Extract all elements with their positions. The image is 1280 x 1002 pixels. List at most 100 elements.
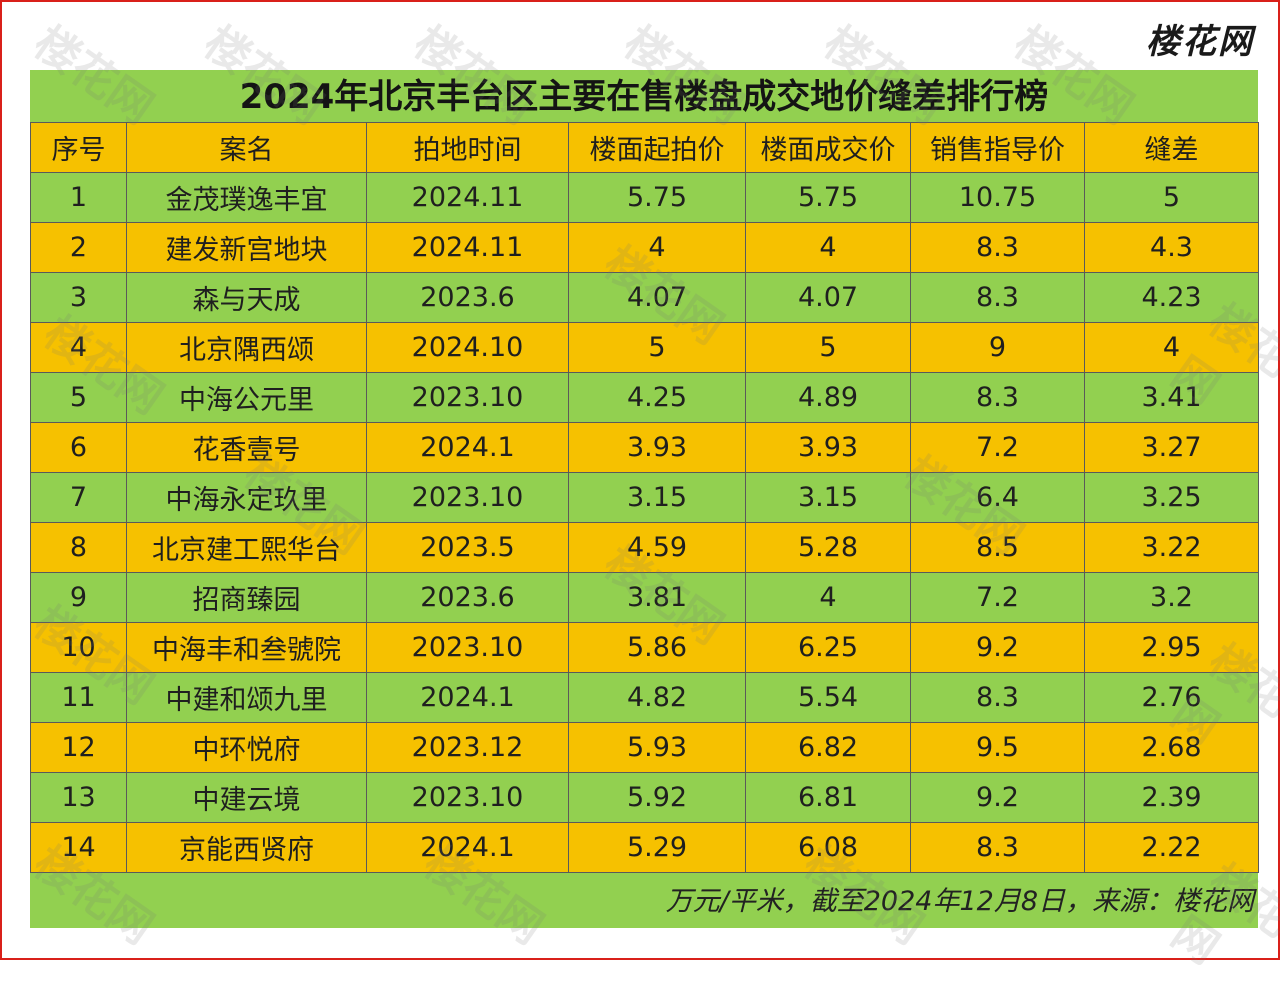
table-cell: 北京建工熙华台 (126, 522, 367, 573)
table-cell: 花香壹号 (126, 422, 367, 473)
table-row: 1 金茂璞逸丰宜 2024.11 5.75 5.75 10.75 5 (30, 172, 1259, 223)
table-cell: 8.3 (910, 222, 1085, 273)
table-cell: 3.41 (1084, 372, 1259, 423)
table-cell: 2024.1 (366, 422, 569, 473)
table-cell: 2023.5 (366, 522, 569, 573)
table-cell: 4 (1084, 322, 1259, 373)
table-cell: 5.28 (745, 522, 911, 573)
ranking-table: 序号 案名 拍地时间 楼面起拍价 楼面成交价 销售指导价 缝差 1 金茂璞逸丰宜 2024.11 5… (30, 122, 1259, 873)
table-cell: 中建和颂九里 (126, 672, 367, 723)
table-cell: 2024.11 (366, 172, 569, 223)
column-header: 序号 (30, 122, 127, 173)
column-header: 销售指导价 (910, 122, 1085, 173)
table-cell: 9.5 (910, 722, 1085, 773)
table-cell: 5.29 (568, 822, 746, 873)
table-cell: 8.5 (910, 522, 1085, 573)
table-cell: 2.68 (1084, 722, 1259, 773)
table-cell: 2023.10 (366, 472, 569, 523)
table-cell: 4 (568, 222, 746, 273)
site-logo: 楼花网 (1146, 22, 1254, 62)
table-cell: 11 (30, 672, 127, 723)
table-title: 2024年北京丰台区主要在售楼盘成交地价缝差排行榜 (239, 77, 1049, 117)
table-cell: 2023.10 (366, 772, 569, 823)
table-cell: 8.3 (910, 272, 1085, 323)
table-cell: 招商臻园 (126, 572, 367, 623)
table-row: 12 中环悦府 2023.12 5.93 6.82 9.5 2.68 (30, 722, 1259, 773)
table-cell: 13 (30, 772, 127, 823)
table-cell: 4.59 (568, 522, 746, 573)
table-cell: 中海永定玖里 (126, 472, 367, 523)
table-cell: 3.93 (568, 422, 746, 473)
table-cell: 2024.10 (366, 322, 569, 373)
table-row: 8 北京建工熙华台 2023.5 4.59 5.28 8.5 3.22 (30, 522, 1259, 573)
table-cell: 3.2 (1084, 572, 1259, 623)
table-row: 4 北京隅西颂 2024.10 5 5 9 4 (30, 322, 1259, 373)
table-cell: 4.82 (568, 672, 746, 723)
table-cell: 2.76 (1084, 672, 1259, 723)
table-cell: 12 (30, 722, 127, 773)
table-cell: 4 (745, 222, 911, 273)
column-header: 楼面成交价 (745, 122, 911, 173)
table-cell: 1 (30, 172, 127, 223)
table-cell: 5.54 (745, 672, 911, 723)
table-cell: 2023.10 (366, 622, 569, 673)
table-cell: 3.15 (568, 472, 746, 523)
table-cell: 中海丰和叁號院 (126, 622, 367, 673)
table-cell: 2024.1 (366, 822, 569, 873)
table-cell: 3.27 (1084, 422, 1259, 473)
table-cell: 10 (30, 622, 127, 673)
table-cell: 4 (745, 572, 911, 623)
table-cell: 7 (30, 472, 127, 523)
table-cell: 4 (30, 322, 127, 373)
table-cell: 3.15 (745, 472, 911, 523)
table-cell: 6.81 (745, 772, 911, 823)
column-header: 拍地时间 (366, 122, 569, 173)
table-cell: 6.82 (745, 722, 911, 773)
table-cell: 2.39 (1084, 772, 1259, 823)
table-cell: 4.07 (745, 272, 911, 323)
table-cell: 10.75 (910, 172, 1085, 223)
table-cell: 3.25 (1084, 472, 1259, 523)
table-cell: 5.75 (745, 172, 911, 223)
table-row: 14 京能西贤府 2024.1 5.29 6.08 8.3 2.22 (30, 822, 1259, 873)
table-cell: 5.86 (568, 622, 746, 673)
table-cell: 6.4 (910, 472, 1085, 523)
table-cell: 9.2 (910, 622, 1085, 673)
table-cell: 4.25 (568, 372, 746, 423)
table-cell: 2024.1 (366, 672, 569, 723)
table-cell: 4.3 (1084, 222, 1259, 273)
table-cell: 8 (30, 522, 127, 573)
table-cell: 北京隅西颂 (126, 322, 367, 373)
table-cell: 7.2 (910, 422, 1085, 473)
table-cell: 5 (568, 322, 746, 373)
table-cell: 8.3 (910, 372, 1085, 423)
ranking-sheet: 2024年北京丰台区主要在售楼盘成交地价缝差排行榜 序号 案名 拍地时间 楼面起拍价楼… (30, 70, 1259, 928)
table-cell: 京能西贤府 (126, 822, 367, 873)
table-cell: 8.3 (910, 822, 1085, 873)
table-cell: 6.08 (745, 822, 911, 873)
table-cell: 5.93 (568, 722, 746, 773)
table-row: 2 建发新宫地块 2024.11 4 4 8.3 4.3 (30, 222, 1259, 273)
table-cell: 中海公元里 (126, 372, 367, 423)
table-cell: 14 (30, 822, 127, 873)
table-cell: 中环悦府 (126, 722, 367, 773)
table-row: 5 中海公元里 2023.10 4.25 4.89 8.3 3.41 (30, 372, 1259, 423)
table-cell: 5 (30, 372, 127, 423)
column-header: 楼面起拍价 (568, 122, 746, 173)
table-cell: 5 (1084, 172, 1259, 223)
table-row: 10 中海丰和叁號院 2023.10 5.86 6.25 9.2 2.95 (30, 622, 1259, 673)
table-row: 11 中建和颂九里 2024.1 4.82 5.54 8.3 2.76 (30, 672, 1259, 723)
table-cell: 2024.11 (366, 222, 569, 273)
table-cell: 森与天成 (126, 272, 367, 323)
table-cell: 7.2 (910, 572, 1085, 623)
table-cell: 3.81 (568, 572, 746, 623)
table-row: 9 招商臻园 2023.6 3.81 4 7.2 3.2 (30, 572, 1259, 623)
table-cell: 2023.6 (366, 272, 569, 323)
table-cell: 8.3 (910, 672, 1085, 723)
table-row: 3 森与天成 2023.6 4.07 4.07 8.3 4.23 (30, 272, 1259, 323)
table-cell: 9.2 (910, 772, 1085, 823)
table-cell: 2023.6 (366, 572, 569, 623)
table-cell: 6.25 (745, 622, 911, 673)
table-cell: 中建云境 (126, 772, 367, 823)
page-frame (0, 0, 1280, 960)
